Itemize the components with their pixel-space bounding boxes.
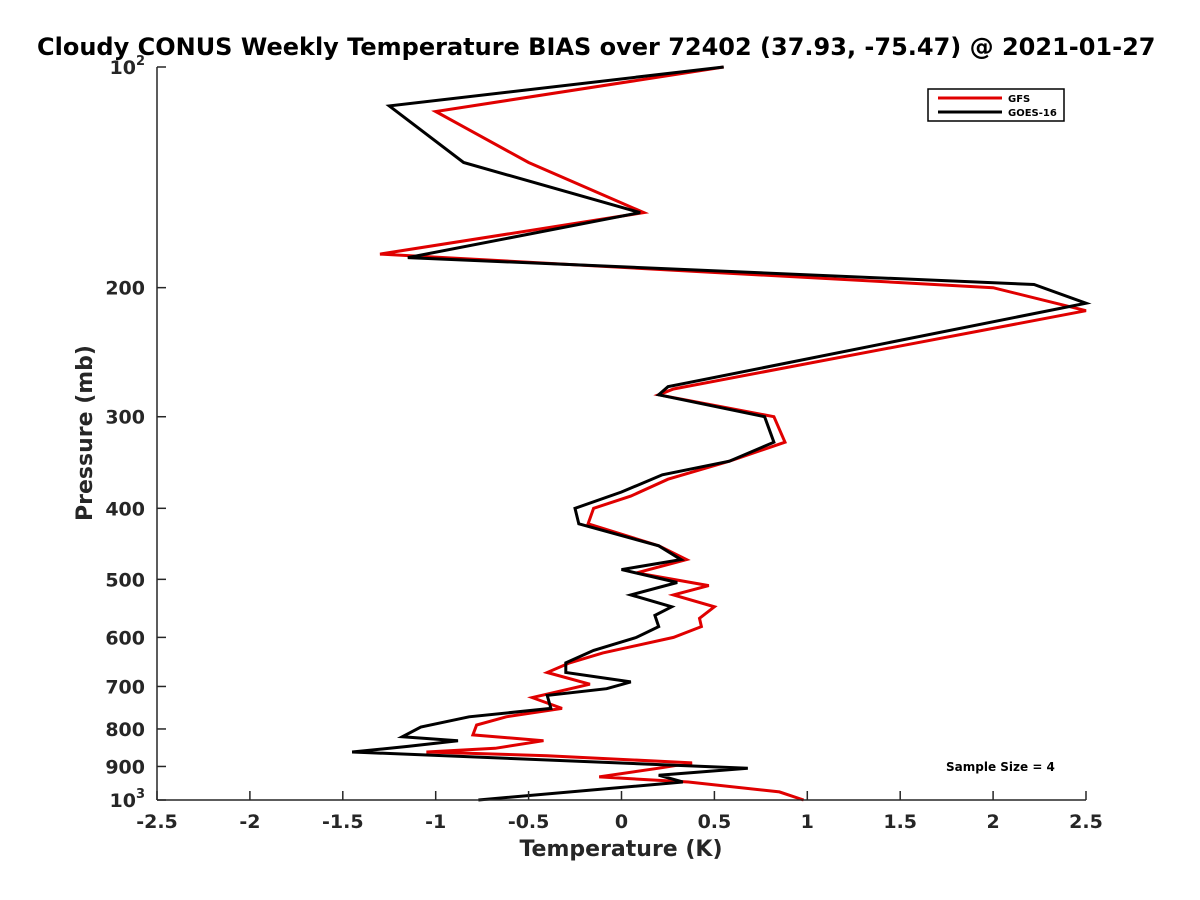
y-tick-label: 103 (110, 787, 146, 812)
y-ticks: 102 200 300 400 500 600 700 800 900 103 (105, 54, 166, 812)
y-tick-label: 900 (105, 756, 145, 778)
x-tick-label: -1 (425, 811, 446, 833)
y-tick-label: 400 (105, 498, 145, 520)
chart-title: Cloudy CONUS Weekly Temperature BIAS ove… (37, 33, 1155, 61)
y-tick-label: 500 (105, 569, 145, 591)
series-layer (351, 65, 1092, 802)
y-tick-label: 300 (105, 407, 145, 429)
plot-axes (156, 67, 1086, 801)
x-tick-label: -2 (239, 811, 260, 833)
x-tick-label: 0.5 (698, 811, 732, 833)
legend: GFS GOES-16 (927, 88, 1065, 122)
x-tick-label: 2 (986, 811, 999, 833)
legend-entries: GFS GOES-16 (938, 94, 1057, 119)
x-tick-label: -2.5 (136, 811, 178, 833)
legend-label: GFS (1008, 94, 1030, 105)
x-tick-label: 1.5 (883, 811, 917, 833)
y-tick-label: 600 (105, 627, 145, 649)
x-axis-label: Temperature (K) (519, 837, 722, 862)
y-tick-label: 200 (105, 278, 145, 300)
x-tick-label: 0 (615, 811, 628, 833)
legend-label: GOES-16 (1008, 108, 1057, 119)
series-line-goes-16 (351, 65, 1092, 802)
sample-size-annotation: Sample Size = 4 (946, 760, 1055, 774)
y-tick-label: 102 (110, 54, 146, 79)
y-tick-label: 800 (105, 719, 145, 741)
series-line-gfs (379, 65, 1087, 802)
legend-box (927, 88, 1065, 122)
x-tick-label: -1.5 (322, 811, 364, 833)
y-tick-label: 700 (105, 676, 145, 698)
x-tick-label: 1 (801, 811, 814, 833)
y-axis-label: Pressure (mb) (73, 345, 98, 521)
x-tick-label: -0.5 (508, 811, 550, 833)
x-ticks: -2.5 -2 -1.5 -1 -0.5 0 0.5 1 1.5 2 2.5 (136, 791, 1103, 833)
x-tick-label: 2.5 (1069, 811, 1103, 833)
